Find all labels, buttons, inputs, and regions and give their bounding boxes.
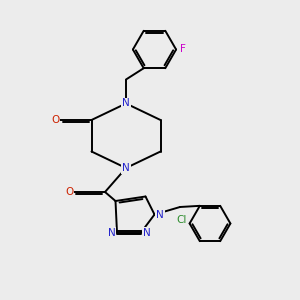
Text: Cl: Cl [176,215,186,225]
Text: N: N [156,209,164,220]
Text: F: F [180,44,186,55]
Text: O: O [65,187,73,197]
Text: N: N [122,98,130,109]
Text: N: N [122,163,130,173]
Text: O: O [51,115,60,125]
Text: N: N [142,227,150,238]
Text: N: N [108,227,116,238]
